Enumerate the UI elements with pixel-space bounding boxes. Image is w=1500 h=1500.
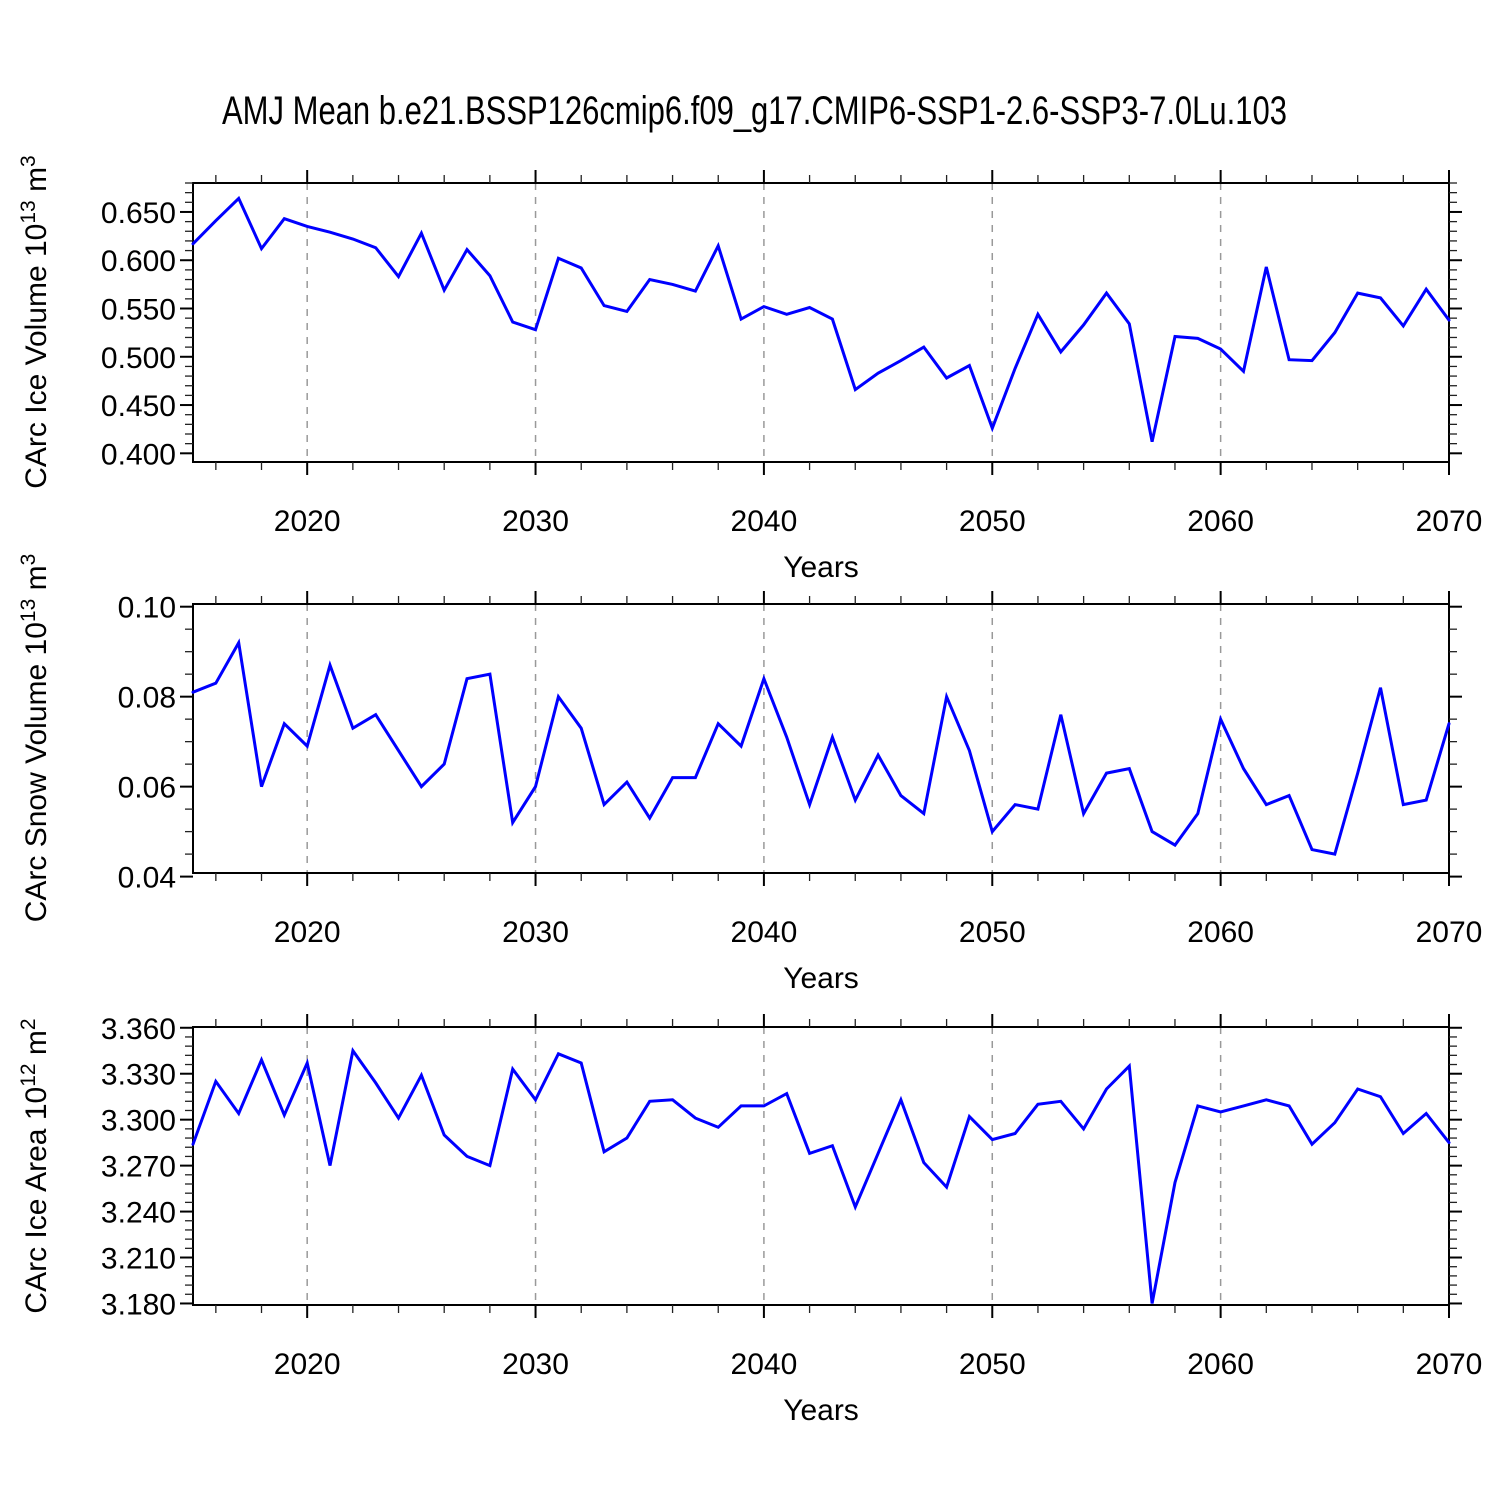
y-tick-label: 0.550 bbox=[101, 294, 176, 327]
y-tick-label: 0.10 bbox=[118, 592, 176, 625]
x-tick-label: 2040 bbox=[731, 916, 798, 949]
x-tick-label: 2030 bbox=[502, 1348, 569, 1381]
x-tick-label: 2070 bbox=[1416, 1348, 1483, 1381]
axis-frame bbox=[192, 1026, 1450, 1306]
axis-frame bbox=[192, 182, 1450, 463]
data-line bbox=[191, 638, 1451, 856]
y-tick-label: 3.330 bbox=[101, 1059, 176, 1092]
x-tick-label: 2040 bbox=[731, 505, 798, 538]
y-tick-label: 3.360 bbox=[101, 1013, 176, 1046]
y-tick-label: 0.450 bbox=[101, 390, 176, 423]
y-tick-label: 0.650 bbox=[101, 197, 176, 230]
x-tick-label: 2070 bbox=[1416, 916, 1483, 949]
y-axis-title-ice-volume: CArc Ice Volume 1013 m3 bbox=[17, 155, 53, 489]
x-tick-label: 2020 bbox=[274, 1348, 341, 1381]
y-tick-label: 0.400 bbox=[101, 438, 176, 471]
x-tick-label: 2050 bbox=[959, 916, 1026, 949]
y-axis-title-ice-area: CArc Ice Area 1012 m2 bbox=[17, 1018, 53, 1313]
y-tick-label: 3.180 bbox=[101, 1288, 176, 1321]
chart-ice-area: 2020 2030 2040 2050 2060 2070 3.180 3.210 3.240 3… bbox=[101, 1013, 1482, 1381]
y-axis-title-snow-volume: CArc Snow Volume 1013 m3 bbox=[17, 554, 53, 923]
x-tick-label: 2060 bbox=[1187, 1348, 1254, 1381]
x-axis-title-3: Years bbox=[783, 1394, 859, 1427]
figure-title: AMJ Mean b.e21.BSSP126cmip6.f09_g17.CMIP… bbox=[222, 89, 1287, 133]
y-tick-label: 0.04 bbox=[118, 862, 176, 895]
x-tick-label: 2020 bbox=[274, 505, 341, 538]
x-tick-label: 2060 bbox=[1187, 505, 1254, 538]
y-tick-label: 0.08 bbox=[118, 682, 176, 715]
x-tick-label: 2060 bbox=[1187, 916, 1254, 949]
y-tick-label: 0.06 bbox=[118, 772, 176, 805]
y-tick-label: 3.300 bbox=[101, 1105, 176, 1138]
x-tick-label: 2050 bbox=[959, 1348, 1026, 1381]
chart-snow-volume: 2020 2030 2040 2050 2060 2070 0.04 0.06 0.08 0.10 bbox=[118, 591, 1483, 949]
x-tick-label: 2070 bbox=[1416, 505, 1483, 538]
x-tick-label: 2030 bbox=[502, 505, 569, 538]
y-tick-label: 3.270 bbox=[101, 1151, 176, 1184]
chart-ice-volume: 2020 2030 2040 2050 2060 2070 0.400 0.450 0.500 0… bbox=[101, 170, 1482, 538]
x-axis-title-1: Years bbox=[783, 551, 859, 584]
y-tick-label: 0.600 bbox=[101, 245, 176, 278]
x-axis-title-2: Years bbox=[783, 962, 859, 995]
x-tick-label: 2020 bbox=[274, 916, 341, 949]
x-tick-label: 2040 bbox=[731, 1348, 798, 1381]
data-line bbox=[191, 1046, 1451, 1304]
axis-frame bbox=[192, 603, 1450, 874]
y-tick-label: 0.500 bbox=[101, 342, 176, 375]
y-tick-label: 3.210 bbox=[101, 1243, 176, 1276]
y-tick-label: 3.240 bbox=[101, 1197, 176, 1230]
x-tick-label: 2050 bbox=[959, 505, 1026, 538]
x-tick-label: 2030 bbox=[502, 916, 569, 949]
data-line bbox=[191, 195, 1451, 443]
